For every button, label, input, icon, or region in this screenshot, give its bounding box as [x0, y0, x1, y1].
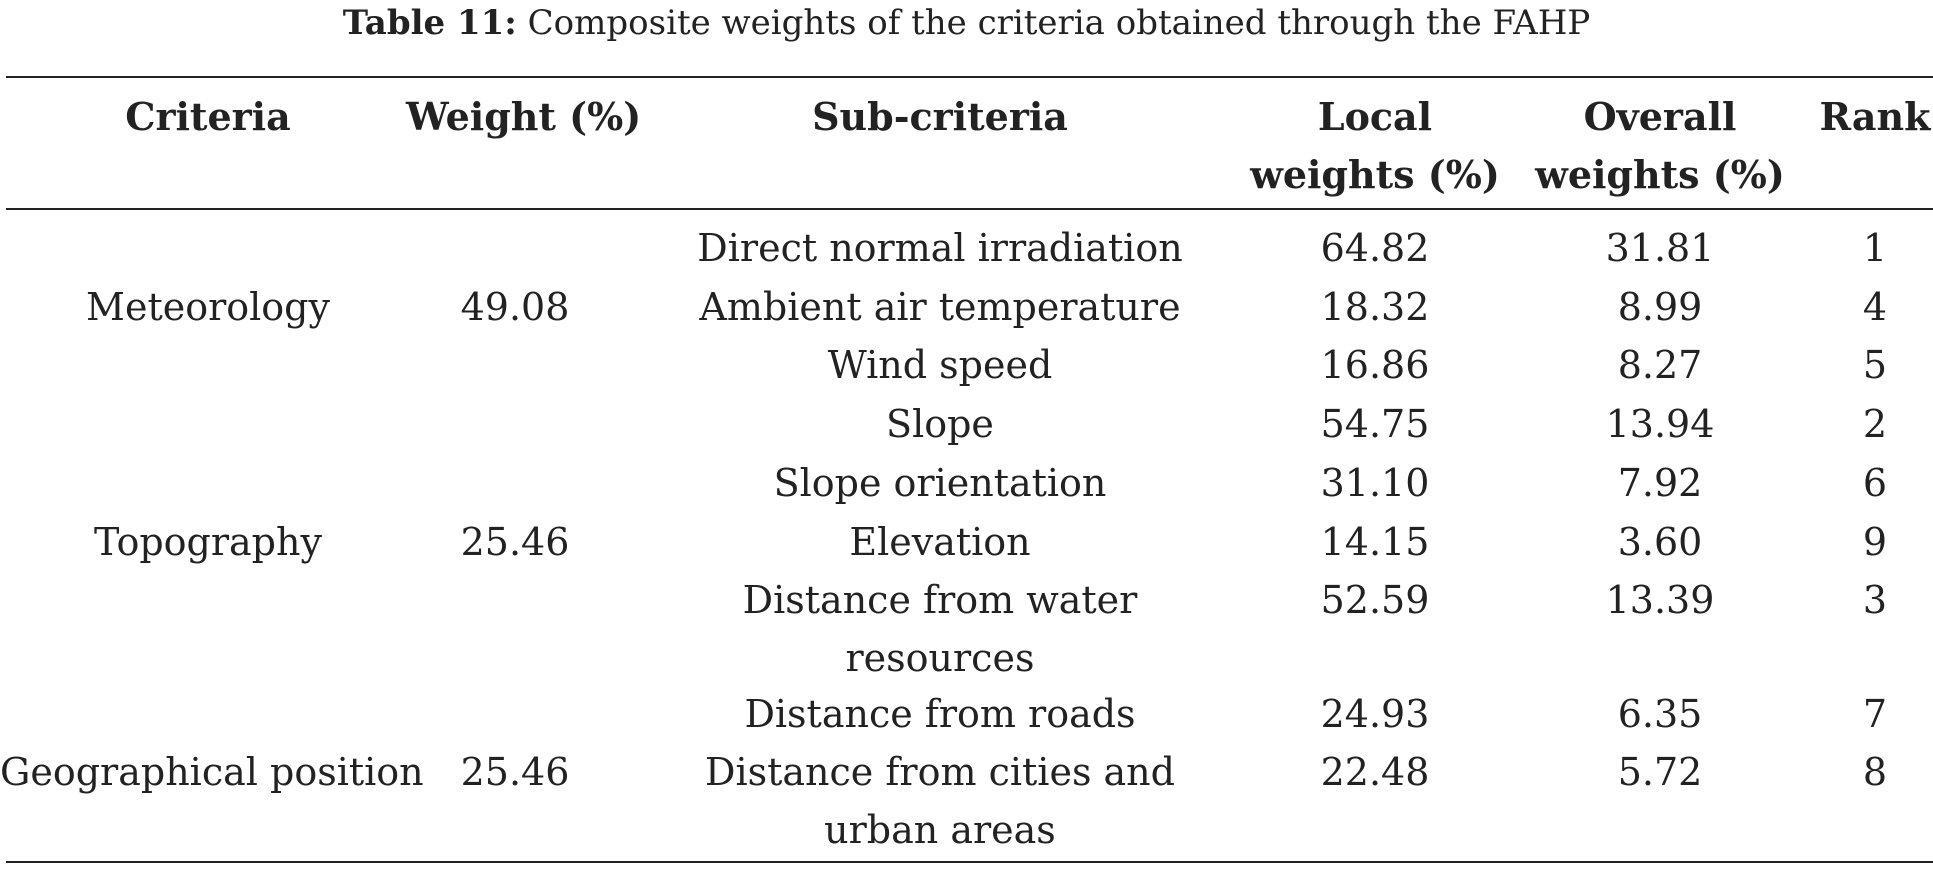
header-local-weights-line1: Local	[1317, 94, 1433, 139]
sub-criteria-cell: Distance from water	[742, 578, 1138, 622]
table-bottom-rule	[6, 861, 1933, 863]
header-weight: Weight (%)	[406, 94, 642, 139]
table-header-rule	[6, 208, 1933, 210]
local-weight-cell: 64.82	[1320, 226, 1430, 270]
rank-cell: 1	[1862, 226, 1888, 270]
overall-weight-cell: 7.92	[1617, 461, 1703, 505]
local-weight-cell: 18.32	[1320, 285, 1430, 329]
rank-cell: 5	[1862, 343, 1888, 387]
table-caption: Table 11: Composite weights of the crite…	[0, 0, 1933, 52]
weight-cell: 25.46	[460, 520, 570, 564]
local-weight-cell: 14.15	[1320, 520, 1430, 564]
sub-criteria-cell: Elevation	[849, 520, 1031, 564]
rank-cell: 6	[1862, 461, 1888, 505]
rank-cell: 3	[1862, 578, 1888, 622]
rank-cell: 9	[1862, 520, 1888, 564]
overall-weight-cell: 3.60	[1617, 520, 1703, 564]
sub-criteria-cell: Wind speed	[827, 343, 1053, 387]
header-rank: Rank	[1819, 94, 1931, 139]
sub-criteria-cell: Slope	[886, 402, 994, 446]
criteria-cell: Geographical position	[0, 750, 424, 794]
table-top-rule	[6, 76, 1933, 78]
criteria-cell: Meteorology	[86, 285, 330, 329]
local-weight-cell: 54.75	[1320, 402, 1430, 446]
sub-criteria-cell: Distance from cities and	[705, 750, 1175, 794]
overall-weight-cell: 5.72	[1617, 750, 1703, 794]
local-weight-cell: 22.48	[1320, 750, 1430, 794]
header-overall-weights-line1: Overall	[1583, 94, 1737, 139]
header-sub-criteria: Sub-criteria	[812, 94, 1068, 139]
criteria-cell: Topography	[94, 520, 322, 564]
rank-cell: 2	[1862, 402, 1888, 446]
weight-cell: 49.08	[460, 285, 570, 329]
sub-criteria-cell-continuation: urban areas	[824, 808, 1056, 852]
sub-criteria-cell: Direct normal irradiation	[697, 226, 1183, 270]
local-weight-cell: 52.59	[1320, 578, 1430, 622]
weight-cell: 25.46	[460, 750, 570, 794]
table-caption-label: Table 11:	[342, 3, 517, 43]
header-overall-weights-line2: weights (%)	[1535, 152, 1785, 197]
overall-weight-cell: 31.81	[1605, 226, 1715, 270]
overall-weight-cell: 13.94	[1605, 402, 1715, 446]
header-local-weights-line2: weights (%)	[1250, 152, 1500, 197]
header-criteria: Criteria	[125, 94, 291, 139]
overall-weight-cell: 8.99	[1617, 285, 1703, 329]
sub-criteria-cell: Slope orientation	[773, 461, 1107, 505]
sub-criteria-cell: Distance from roads	[744, 692, 1136, 736]
table-caption-text: Composite weights of the criteria obtain…	[527, 3, 1591, 43]
overall-weight-cell: 6.35	[1617, 692, 1703, 736]
rank-cell: 7	[1862, 692, 1888, 736]
local-weight-cell: 16.86	[1320, 343, 1430, 387]
sub-criteria-cell-continuation: resources	[845, 636, 1035, 680]
local-weight-cell: 31.10	[1320, 461, 1430, 505]
rank-cell: 8	[1862, 750, 1888, 794]
sub-criteria-cell: Ambient air temperature	[699, 285, 1181, 329]
rank-cell: 4	[1862, 285, 1888, 329]
overall-weight-cell: 13.39	[1605, 578, 1715, 622]
overall-weight-cell: 8.27	[1617, 343, 1703, 387]
local-weight-cell: 24.93	[1320, 692, 1430, 736]
